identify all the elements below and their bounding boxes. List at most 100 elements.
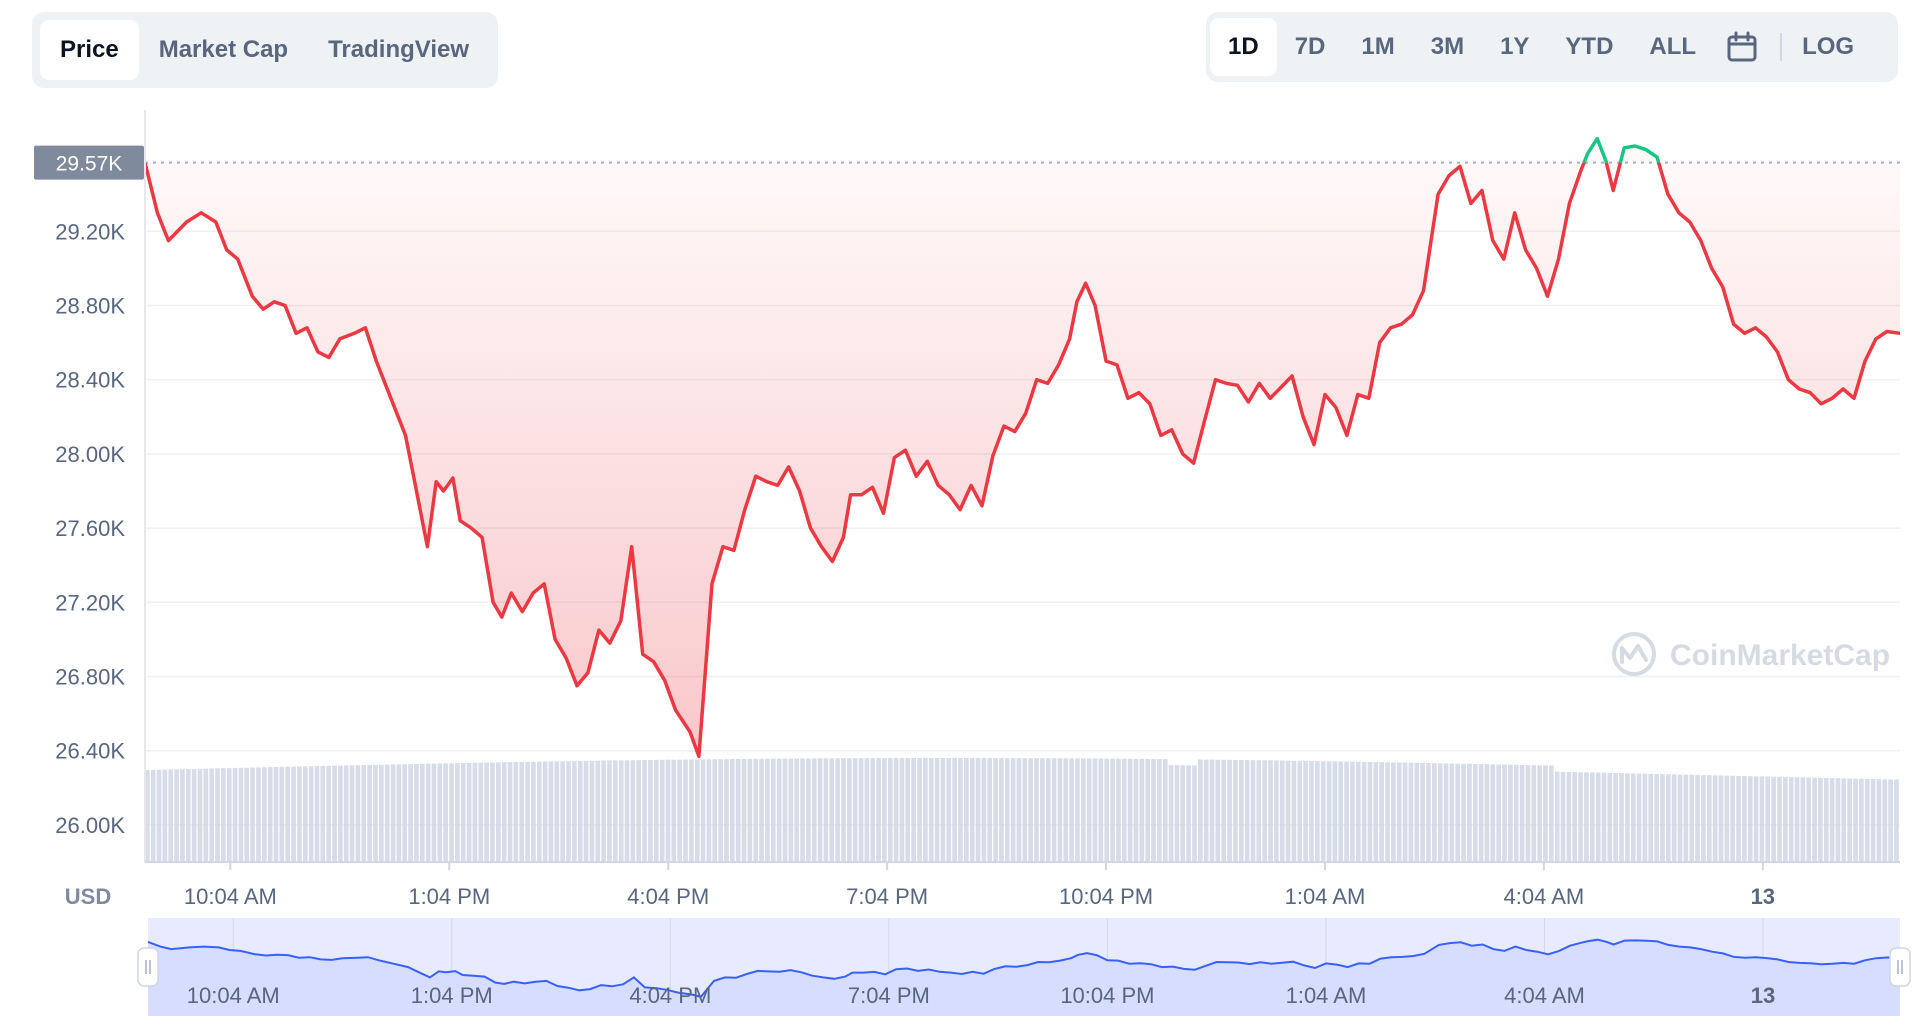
volume-bar: [1660, 774, 1665, 862]
volume-bar: [1864, 778, 1870, 862]
volume-bar: [607, 760, 612, 862]
volume-bar: [478, 762, 484, 862]
volume-bar: [1162, 759, 1168, 862]
volume-bar: [1151, 758, 1156, 862]
range-7d-button[interactable]: 7D: [1294, 33, 1326, 60]
volume-bar: [1215, 759, 1221, 862]
volume-bar: [238, 767, 244, 862]
volume-bar: [542, 761, 548, 862]
volume-bar: [1718, 775, 1724, 862]
volume-bar: [536, 761, 542, 862]
volume-bar: [1127, 758, 1133, 862]
volume-bar: [1841, 778, 1847, 862]
volume-bar: [1706, 775, 1712, 862]
volume-bar: [525, 761, 530, 862]
volume-bar: [1853, 778, 1858, 862]
volume-bar: [759, 758, 764, 862]
chart-type-tabs: Price Market Cap TradingView: [32, 12, 498, 88]
range-1y-button[interactable]: 1Y: [1500, 33, 1530, 60]
volume-bar: [893, 758, 899, 862]
volume-bar: [1443, 763, 1449, 862]
price-line-up: [145, 136, 1661, 163]
volume-bar: [648, 759, 653, 862]
volume-bar: [1835, 778, 1841, 862]
tab-market-cap[interactable]: Market Cap: [158, 36, 289, 63]
volume-bar: [1332, 761, 1338, 862]
volume-bar: [1297, 760, 1303, 862]
navigator-left-handle[interactable]: [137, 947, 159, 987]
volume-bar: [566, 761, 571, 862]
volume-bar: [958, 758, 963, 862]
volume-bar: [1794, 777, 1800, 862]
y-tick-label: 29.20K: [55, 219, 125, 244]
volume-bar: [1788, 777, 1794, 862]
price-line-down: [143, 162, 1901, 759]
range-1d-button[interactable]: 1D: [1210, 18, 1277, 76]
volume-bar: [1800, 777, 1806, 862]
volume-bar: [806, 758, 811, 862]
volume-bar: [513, 762, 519, 862]
volume-bar: [876, 758, 881, 862]
volume-bar: [583, 760, 589, 862]
volume-bar: [273, 766, 279, 862]
volume-bar: [823, 758, 829, 862]
volume-bar: [302, 766, 308, 862]
tab-price[interactable]: Price: [40, 20, 139, 80]
volume-bar: [601, 760, 606, 862]
volume-bar: [1630, 773, 1636, 862]
range-3m-button[interactable]: 3M: [1430, 33, 1465, 60]
volume-bar: [168, 769, 174, 862]
volume-bar: [1396, 762, 1402, 862]
log-scale-toggle[interactable]: LOG: [1802, 33, 1855, 60]
volume-bar: [1022, 758, 1028, 862]
y-tick-label: 26.40K: [55, 739, 125, 764]
volume-bar: [659, 759, 665, 862]
volume-bar: [1484, 764, 1490, 862]
volume-bar: [1092, 758, 1098, 862]
volume-bar: [191, 768, 197, 862]
volume-bar: [1420, 762, 1425, 862]
volume-bar: [256, 767, 261, 862]
volume-bar: [1180, 765, 1186, 862]
volume-bar: [1759, 776, 1765, 862]
volume-bar: [700, 759, 706, 862]
volume-bar: [829, 758, 835, 862]
calendar-icon[interactable]: [1714, 18, 1770, 76]
volume-bar: [1537, 765, 1542, 862]
x-tick-label: 1:04 AM: [1285, 884, 1366, 909]
volume-bar: [349, 765, 355, 862]
volume-bar: [770, 758, 776, 862]
volume-bar: [1198, 759, 1203, 862]
volume-bar: [1285, 760, 1291, 862]
volume-bar: [484, 762, 489, 862]
volume-bar: [841, 758, 846, 862]
volume-bar: [145, 770, 150, 862]
volume-bar: [776, 758, 782, 862]
volume-bar: [572, 761, 577, 862]
volume-bar: [1051, 758, 1057, 862]
tab-tradingview[interactable]: TradingView: [328, 36, 470, 63]
volume-bar: [314, 766, 320, 862]
navigator-right-handle[interactable]: [1889, 947, 1911, 987]
reference-price-label: 29.57K: [56, 153, 123, 176]
volume-bar: [1847, 778, 1852, 862]
volume-bar: [554, 761, 560, 862]
coinmarketcap-logo-icon: [1612, 632, 1656, 676]
volume-bar: [1057, 758, 1063, 862]
volume-bar: [455, 763, 460, 862]
volume-bar: [1677, 774, 1683, 862]
volume-bar: [1812, 777, 1817, 862]
volume-bar: [1595, 772, 1601, 862]
range-all-button[interactable]: ALL: [1649, 33, 1697, 60]
volume-bar: [244, 767, 250, 862]
volume-bar: [203, 768, 209, 862]
volume-bar: [1543, 765, 1548, 862]
range-ytd-button[interactable]: YTD: [1565, 33, 1614, 60]
x-tick-label: 4:04 PM: [627, 884, 709, 909]
range-1m-button[interactable]: 1M: [1361, 33, 1395, 60]
navigator-line: [147, 938, 1901, 998]
volume-bar: [577, 760, 583, 862]
volume-bar: [1414, 762, 1420, 862]
volume-bar: [361, 765, 367, 862]
